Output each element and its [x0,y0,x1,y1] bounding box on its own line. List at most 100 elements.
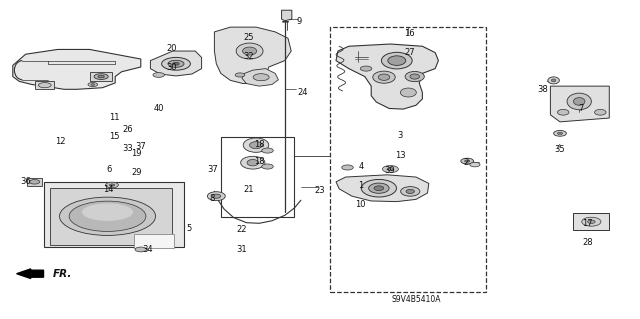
Ellipse shape [406,189,415,193]
Polygon shape [214,27,291,84]
Ellipse shape [247,160,259,166]
Text: 3: 3 [397,131,403,140]
Text: 39: 39 [384,166,394,175]
Ellipse shape [161,57,191,70]
Text: 21: 21 [243,185,253,194]
Text: 37: 37 [136,142,146,151]
Ellipse shape [552,79,556,82]
Text: 36: 36 [20,177,31,186]
Ellipse shape [567,93,591,110]
Text: 32: 32 [243,52,253,61]
Ellipse shape [405,71,424,82]
Bar [573,213,609,230]
Ellipse shape [253,74,269,81]
Ellipse shape [582,217,601,226]
Text: 40: 40 [154,104,164,113]
Ellipse shape [573,98,585,105]
Polygon shape [336,175,429,202]
Ellipse shape [401,88,417,97]
Ellipse shape [342,165,353,170]
Ellipse shape [461,158,474,164]
Text: 9: 9 [297,17,302,26]
Text: S9V4B5410A: S9V4B5410A [391,295,441,304]
Ellipse shape [109,184,115,186]
Ellipse shape [98,75,104,78]
Text: 4: 4 [359,162,364,171]
Text: 20: 20 [166,44,177,53]
Ellipse shape [212,194,221,198]
Text: 25: 25 [243,33,253,42]
Text: 13: 13 [395,151,405,160]
Text: 18: 18 [254,157,264,166]
Polygon shape [550,86,609,122]
Ellipse shape [250,142,262,149]
Ellipse shape [378,74,390,80]
Text: 37: 37 [207,165,218,174]
Ellipse shape [82,204,133,221]
Text: 34: 34 [142,245,152,254]
Text: 16: 16 [404,29,415,38]
Ellipse shape [383,166,398,173]
Ellipse shape [153,73,164,78]
Text: 23: 23 [315,186,325,195]
Ellipse shape [29,180,40,184]
Text: FR.: FR. [52,269,72,279]
Ellipse shape [465,160,470,162]
Ellipse shape [168,60,184,67]
Bar [221,137,294,217]
Text: 19: 19 [131,149,141,158]
Text: 27: 27 [404,48,415,57]
Text: 11: 11 [109,113,119,122]
Text: 12: 12 [56,137,66,146]
Bar [330,27,486,292]
Polygon shape [13,49,141,89]
Ellipse shape [588,220,595,223]
Ellipse shape [262,164,273,169]
Ellipse shape [595,109,606,115]
Text: 8: 8 [210,194,215,203]
Ellipse shape [135,247,147,252]
Text: 30: 30 [166,63,177,72]
Bar [134,234,174,248]
Text: 6: 6 [106,166,111,174]
Ellipse shape [236,43,263,59]
Text: 5: 5 [186,224,191,233]
Ellipse shape [360,66,372,71]
Ellipse shape [94,74,108,79]
Text: 10: 10 [355,200,365,209]
Ellipse shape [38,83,51,88]
Bar [44,182,184,247]
Ellipse shape [410,74,420,79]
Ellipse shape [369,183,389,193]
Text: 2: 2 [463,158,468,167]
Ellipse shape [262,148,273,153]
Ellipse shape [401,187,420,196]
Text: 31: 31 [237,245,247,254]
Text: 26: 26 [123,125,133,134]
Ellipse shape [243,47,257,55]
Polygon shape [150,51,202,76]
Ellipse shape [207,192,225,201]
Text: 29: 29 [131,168,141,177]
Text: 1: 1 [358,181,363,190]
Text: 15: 15 [109,132,119,141]
Ellipse shape [557,109,569,115]
Text: 38: 38 [538,85,548,94]
Ellipse shape [106,182,118,188]
Text: 22: 22 [237,226,247,234]
Ellipse shape [173,62,179,65]
Polygon shape [35,81,54,89]
Polygon shape [282,10,292,21]
FancyArrow shape [17,269,44,278]
Ellipse shape [381,52,412,69]
Text: 17: 17 [582,219,593,228]
Ellipse shape [241,156,265,169]
Text: 7: 7 [579,104,584,113]
Bar [50,188,172,245]
Ellipse shape [374,186,384,191]
Ellipse shape [388,56,406,65]
Ellipse shape [88,83,98,87]
Text: 28: 28 [582,238,593,247]
Ellipse shape [372,71,396,83]
Text: 33: 33 [123,144,133,153]
